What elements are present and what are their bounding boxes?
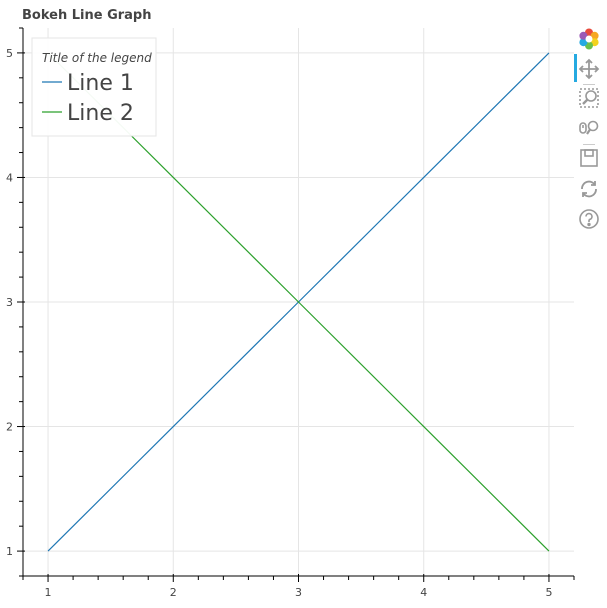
legend-title: Title of the legend [42,51,152,65]
legend-item-label[interactable]: Line 2 [67,101,134,126]
y-tick-label: 2 [6,421,13,434]
reset-icon[interactable] [578,178,600,200]
x-tick-label: 2 [170,586,177,599]
legend-item-label[interactable]: Line 1 [67,71,134,96]
y-tick-label: 5 [6,47,13,60]
save-icon[interactable] [578,147,600,169]
active-tool-indicator [574,54,577,82]
toolbar-divider [583,144,595,145]
y-tick-label: 3 [6,296,13,309]
y-tick-label: 4 [6,171,13,184]
bokeh-logo-icon[interactable] [578,28,600,50]
axes: 1 2 3 4 5 1 2 3 4 5 [6,27,575,599]
x-tick-label: 4 [420,586,427,599]
legend: Title of the legend Line 1 Line 2 [31,37,157,137]
chart-title: Bokeh Line Graph [22,8,152,23]
toolbar [574,24,607,234]
x-tick-label: 3 [295,586,302,599]
grid [23,28,574,576]
x-tick-label: 1 [45,586,52,599]
box-zoom-icon[interactable] [578,87,600,109]
pan-icon[interactable] [578,58,600,80]
y-tick-label: 1 [6,545,13,558]
toolbar-divider [583,84,595,85]
wheel-zoom-icon[interactable] [578,117,600,139]
help-icon[interactable] [578,208,600,230]
x-tick-label: 5 [545,586,552,599]
legend-box [31,37,157,137]
